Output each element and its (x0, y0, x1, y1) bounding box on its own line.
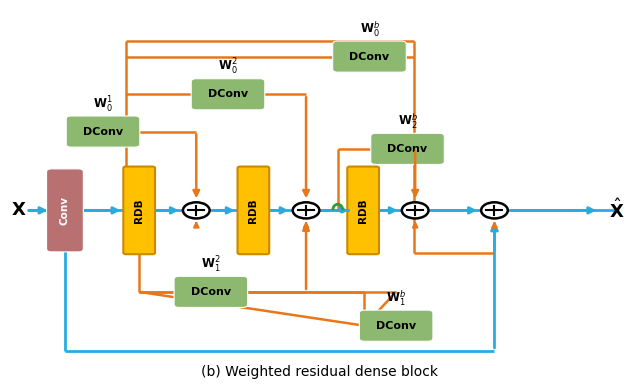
Text: $\mathbf{W}_1^b$: $\mathbf{W}_1^b$ (386, 289, 406, 308)
FancyBboxPatch shape (47, 169, 83, 252)
Circle shape (292, 202, 319, 218)
Text: $\hat{\mathbf{X}}$: $\hat{\mathbf{X}}$ (609, 199, 624, 222)
Text: $\mathbf{W}_0^b$: $\mathbf{W}_0^b$ (360, 20, 380, 39)
FancyBboxPatch shape (174, 276, 248, 307)
FancyBboxPatch shape (191, 79, 265, 110)
Text: $\mathbf{X}$: $\mathbf{X}$ (11, 201, 26, 220)
Text: DConv: DConv (83, 127, 123, 136)
Text: DConv: DConv (191, 287, 231, 297)
Text: DConv: DConv (349, 51, 390, 62)
FancyBboxPatch shape (333, 41, 406, 72)
Text: DConv: DConv (208, 89, 248, 99)
FancyBboxPatch shape (359, 310, 433, 341)
Circle shape (402, 202, 429, 218)
FancyBboxPatch shape (371, 133, 444, 165)
Text: $\mathbf{W}_1^2$: $\mathbf{W}_1^2$ (201, 255, 221, 275)
Text: $\mathbf{W}_0^2$: $\mathbf{W}_0^2$ (218, 57, 238, 77)
Text: DConv: DConv (376, 321, 416, 331)
Text: Conv: Conv (60, 196, 70, 225)
FancyBboxPatch shape (348, 167, 379, 254)
FancyBboxPatch shape (237, 167, 269, 254)
Circle shape (183, 202, 210, 218)
Text: $\mathbf{W}_0^1$: $\mathbf{W}_0^1$ (93, 94, 113, 115)
Text: (b) Weighted residual dense block: (b) Weighted residual dense block (202, 365, 438, 379)
Text: RDB: RDB (248, 198, 259, 223)
FancyBboxPatch shape (66, 116, 140, 147)
Text: DConv: DConv (387, 144, 428, 154)
Text: RDB: RDB (358, 198, 368, 223)
FancyBboxPatch shape (124, 167, 155, 254)
Text: $\mathbf{W}_2^b$: $\mathbf{W}_2^b$ (397, 112, 417, 131)
Text: RDB: RDB (134, 198, 144, 223)
Circle shape (481, 202, 508, 218)
